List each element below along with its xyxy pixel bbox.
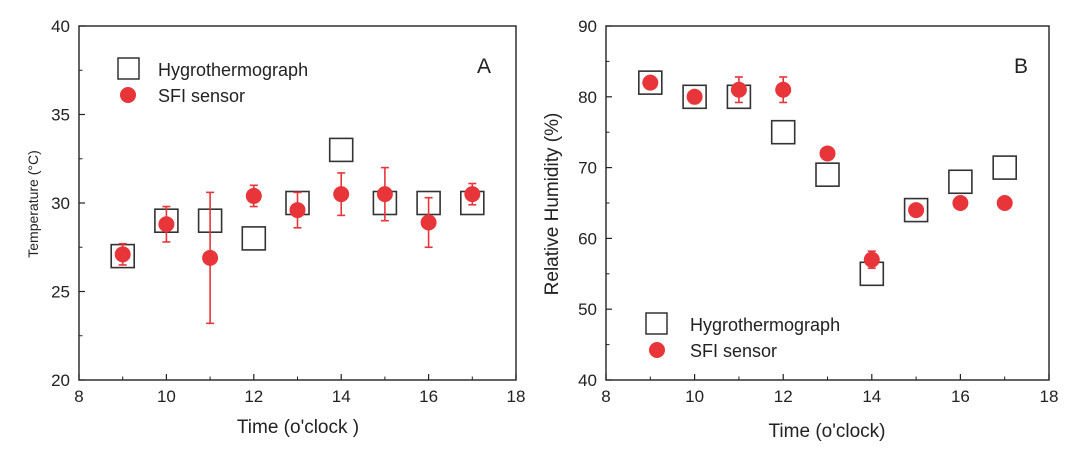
- panel-a-y-tick-label: 25: [51, 283, 70, 302]
- panel-b: 8 10 12 14 16 18 40 50 60 70 80 90 B Time (o'clock)…: [542, 17, 1058, 442]
- panel-a-sensor-point: [289, 202, 306, 219]
- panel-b-y-tick-label: 40: [578, 371, 597, 390]
- panel-b-x-axis-title: Time (o'clock): [769, 421, 886, 442]
- panel-a-legend: Hygrothermograph SFI sensor: [117, 57, 308, 106]
- panel-a-sensor-point: [464, 186, 481, 203]
- panel-b-sensor-point: [952, 195, 969, 211]
- panel-b-x-tick-label: 8: [601, 387, 610, 406]
- panel-b-x-tick-label: 16: [951, 387, 970, 406]
- panel-a-x-axis-title: Time (o'clock ): [237, 417, 359, 438]
- panel-a-letter: A: [477, 55, 491, 78]
- panel-b-y-tick-label: 90: [578, 17, 597, 36]
- panel-b-x-tick-label: 18: [1040, 387, 1059, 406]
- panel-b-legend: Hygrothermograph SFI sensor: [645, 312, 840, 361]
- panel-a-x-tick-label: 10: [157, 387, 176, 406]
- panel-b-sensor-point: [642, 74, 659, 91]
- panel-a-legend-sensor-label: SFI sensor: [158, 86, 245, 106]
- panel-a-y-axis-title: Temperature (°C): [25, 150, 41, 258]
- panel-b-y-axis-title: Relative Humidity (%): [542, 113, 563, 296]
- panel-b-x-tick-label: 14: [862, 387, 881, 406]
- panel-a-sensor-point: [376, 186, 393, 203]
- panel-a-sensor-point: [114, 246, 131, 263]
- panel-a-y-tick-label: 35: [51, 106, 70, 125]
- panel-b-x-tick-label: 10: [685, 387, 704, 406]
- panel-a-x-tick-label: 14: [332, 387, 351, 406]
- panel-b-hygro-point: [637, 70, 663, 95]
- panel-b-hygro-point: [770, 119, 796, 145]
- panel-a-legend-hygro-label: Hygrothermograph: [158, 60, 308, 80]
- panel-b-legend-sensor-label: SFI sensor: [690, 341, 777, 361]
- panel-a-y-tick-label: 40: [51, 17, 70, 36]
- panel-b-hygro-point: [948, 169, 973, 195]
- panel-b-hygro-point: [903, 197, 929, 223]
- panel-b-sensor-point: [775, 81, 792, 98]
- panel-a-x-tick-label: 18: [507, 387, 526, 406]
- panel-a-sensor-point: [333, 186, 350, 203]
- panel-a-x-tick-label: 12: [244, 387, 263, 406]
- panel-a-legend-hygro-marker: [117, 57, 140, 80]
- panel-b-legend-hygro-marker: [645, 312, 668, 335]
- panel-b-hygro-point: [682, 84, 707, 110]
- panel-b-letter: B: [1014, 55, 1028, 78]
- panel-a-sensor-point: [158, 216, 175, 233]
- panel-a-x-tick-label: 16: [419, 387, 438, 406]
- panel-a-sensor-point: [245, 187, 262, 204]
- panel-b-sensor-point: [686, 88, 703, 105]
- panel-b-legend-hygro-label: Hygrothermograph: [690, 315, 840, 335]
- panel-a-x-tick-label: 8: [74, 387, 83, 406]
- panel-b-sensor-point: [730, 81, 747, 98]
- panel-b-y-tick-label: 50: [578, 300, 597, 319]
- panel-b-y-tick-label: 80: [578, 88, 597, 107]
- panel-b-y-tick-label: 60: [578, 229, 597, 248]
- panel-b-sensor-point: [996, 195, 1013, 211]
- panel-b-x-tick-label: 12: [774, 387, 793, 406]
- panel-b-sensor-point: [863, 251, 880, 268]
- panel-a-sensor-point: [202, 249, 219, 266]
- panel-b-sensor-point: [908, 202, 925, 219]
- panel-b-y-tick-label: 70: [578, 159, 597, 178]
- panel-a-y-tick-label: 20: [51, 371, 70, 390]
- panel-b-hygro-point: [992, 155, 1018, 180]
- panel-b-hygro-point: [815, 162, 840, 187]
- panel-a-hygro-point: [328, 137, 354, 163]
- panel-b-legend-sensor-marker: [649, 342, 665, 358]
- panel-a-legend-sensor-marker: [120, 87, 136, 103]
- panel-b-sensor-point: [819, 145, 836, 162]
- panel-a-sensor-point: [420, 214, 437, 231]
- panel-a-hygro-point: [241, 226, 267, 251]
- panel-a-y-tick-label: 30: [51, 194, 70, 213]
